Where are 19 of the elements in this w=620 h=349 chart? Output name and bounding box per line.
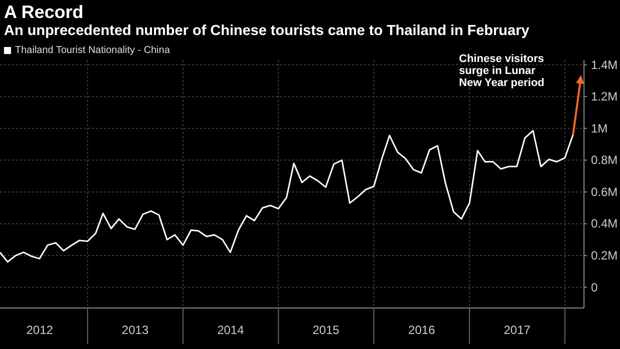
- y-tick-label: 0.2M: [591, 248, 618, 263]
- y-tick-label: 1.2M: [591, 90, 618, 104]
- chart-title: A Record: [4, 2, 84, 23]
- x-tick-label: 2016: [408, 323, 436, 337]
- annotation: Chinese visitors surge in Lunar New Year period: [459, 52, 546, 89]
- y-tick-label: 0.8M: [591, 153, 618, 168]
- y-tick-label: 0.4M: [591, 216, 618, 231]
- x-tick-label: 2015: [312, 323, 340, 337]
- x-tick-label: 2013: [122, 323, 149, 337]
- y-tick-label: 0: [591, 280, 598, 294]
- legend-label: Thailand Tourist Nationality - China: [14, 45, 170, 56]
- y-tick-label: 1.4M: [591, 58, 618, 72]
- chart-subtitle: An unprecedented number of Chinese tourists came to Thailand in February: [4, 23, 530, 39]
- line-series: [0, 130, 574, 263]
- x-tick-label: 2014: [217, 323, 244, 337]
- x-tick-label: 2012: [26, 323, 54, 337]
- y-tick-label: 1M: [591, 121, 608, 136]
- x-tick-label: 2017: [504, 323, 531, 337]
- y-tick-label: 0.6M: [591, 184, 618, 199]
